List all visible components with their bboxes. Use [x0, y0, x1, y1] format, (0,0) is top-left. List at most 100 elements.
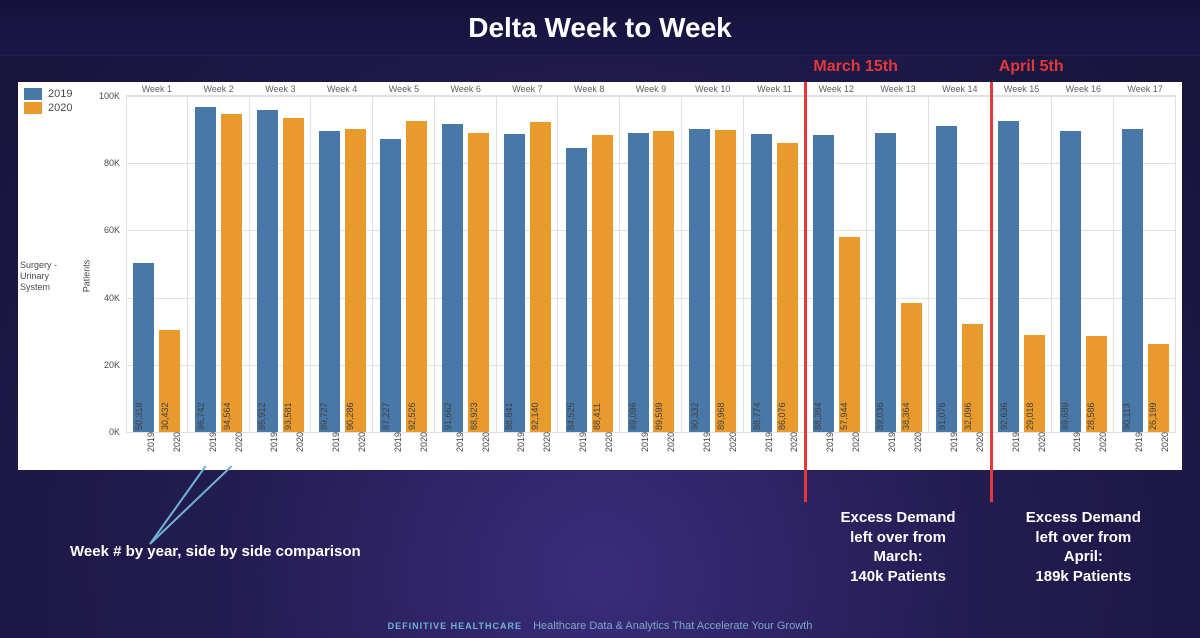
bar-2020: 29,018 — [1024, 335, 1045, 433]
ytick-label: 60K — [104, 225, 120, 235]
xaxis-cat-2019: 2019 — [947, 432, 959, 452]
week-column: Week 788,84192,14020192020 — [497, 96, 559, 432]
bar-value-label: 92,140 — [530, 402, 540, 430]
bar-2020: 88,411 — [592, 135, 613, 432]
anno-march-l1: Excess Demand — [841, 509, 956, 526]
date-label-march: March 15th — [813, 58, 897, 76]
legend-label-2019: 2019 — [48, 88, 72, 100]
bar-2020: 94,564 — [221, 114, 242, 432]
xaxis-cat-2020: 2020 — [849, 432, 861, 452]
bar-value-label: 95,912 — [257, 402, 267, 430]
xaxis-cat-2019: 2019 — [391, 432, 403, 452]
week-column: Week 587,22792,52620192020 — [373, 96, 435, 432]
bar-2020: 89,599 — [653, 131, 674, 432]
bar-2019: 89,727 — [319, 131, 340, 432]
bar-2020: 30,432 — [159, 330, 180, 432]
bar-value-label: 89,096 — [628, 402, 638, 430]
bar-2019: 88,841 — [504, 134, 525, 433]
title-bar: Delta Week to Week — [0, 0, 1200, 56]
anno-april-l2: left over from — [1035, 529, 1131, 546]
xaxis-cat-2019: 2019 — [514, 432, 526, 452]
bar-value-label: 57,944 — [839, 402, 849, 430]
week-header: Week 1 — [126, 82, 188, 96]
bar-2020: 32,096 — [962, 324, 983, 432]
yaxis-left-title-l2: Urinary — [20, 271, 49, 281]
vertical-marker-april — [990, 82, 993, 502]
bar-2019: 88,384 — [813, 135, 834, 432]
xaxis-cat-2020: 2020 — [479, 432, 491, 452]
xaxis-cat-2020: 2020 — [355, 432, 367, 452]
xaxis-cat-2020: 2020 — [787, 432, 799, 452]
bar-2020: 93,581 — [283, 118, 304, 432]
bar-2020: 89,968 — [715, 130, 736, 432]
week-header: Week 2 — [188, 82, 250, 96]
ytick-label: 0K — [109, 427, 120, 437]
bar-2019: 88,774 — [751, 134, 772, 432]
week-column: Week 1592,63629,01820192020 — [991, 96, 1053, 432]
bar-2019: 84,525 — [566, 148, 587, 432]
week-column: Week 150,31830,43220192020 — [126, 96, 188, 432]
week-header: Week 17 — [1114, 82, 1176, 96]
xaxis-cat-2020: 2020 — [1035, 432, 1047, 452]
anno-april-l3: April: — [1064, 548, 1103, 565]
bar-value-label: 91,662 — [443, 402, 453, 430]
bar-2020: 38,364 — [901, 303, 922, 432]
legend-item-2019: 2019 — [24, 88, 72, 100]
date-label-april: April 5th — [999, 58, 1064, 76]
legend: 2019 2020 — [24, 88, 72, 116]
bar-value-label: 28,586 — [1086, 402, 1096, 430]
week-column: Week 884,52588,41120192020 — [558, 96, 620, 432]
xaxis-cat-2019: 2019 — [1070, 432, 1082, 452]
plot-area: 0K20K40K60K80K100KWeek 150,31830,4322019… — [126, 96, 1176, 432]
xaxis-cat-2019: 2019 — [329, 432, 341, 452]
xaxis-cat-2020: 2020 — [232, 432, 244, 452]
bar-value-label: 88,841 — [504, 402, 514, 430]
week-column: Week 1288,38457,94420192020 — [805, 96, 867, 432]
bar-value-label: 91,076 — [937, 402, 947, 430]
bar-2019: 90,113 — [1122, 129, 1143, 432]
week-column: Week 989,09689,59920192020 — [620, 96, 682, 432]
bar-value-label: 89,727 — [319, 402, 329, 430]
bar-2019: 91,662 — [442, 124, 463, 432]
bar-value-label: 89,689 — [1060, 402, 1070, 430]
bar-2020: 88,923 — [468, 133, 489, 432]
xaxis-cat-2020: 2020 — [540, 432, 552, 452]
week-header: Week 3 — [250, 82, 312, 96]
chart-area: 2019 2020 Surgery - Urinary System Patie… — [18, 82, 1182, 470]
annotation-march: Excess Demand left over from March: 140k… — [805, 508, 990, 586]
bar-2019: 89,689 — [1060, 131, 1081, 432]
xaxis-cat-2019: 2019 — [638, 432, 650, 452]
week-header: Week 13 — [867, 82, 929, 96]
week-header: Week 15 — [991, 82, 1053, 96]
xaxis-cat-2020: 2020 — [1158, 432, 1170, 452]
bar-value-label: 26,199 — [1148, 402, 1158, 430]
week-header: Week 7 — [497, 82, 559, 96]
bar-2019: 95,912 — [257, 110, 278, 432]
bar-value-label: 93,581 — [283, 402, 293, 430]
bar-value-label: 94,564 — [222, 402, 232, 430]
bar-value-label: 88,411 — [592, 403, 602, 430]
bar-2019: 90,332 — [689, 129, 710, 433]
xaxis-cat-2020: 2020 — [170, 432, 182, 452]
bar-2020: 92,140 — [530, 122, 551, 432]
week-column: Week 1188,77486,07620192020 — [744, 96, 806, 432]
bar-value-label: 90,286 — [345, 402, 355, 430]
xaxis-cat-2020: 2020 — [293, 432, 305, 452]
week-header: Week 9 — [620, 82, 682, 96]
yaxis-left-title: Surgery - Urinary System — [20, 260, 68, 292]
xaxis-cat-2019: 2019 — [453, 432, 465, 452]
xaxis-cat-2019: 2019 — [267, 432, 279, 452]
week-column: Week 691,66288,92320192020 — [435, 96, 497, 432]
week-header: Week 4 — [311, 82, 373, 96]
ytick-label: 20K — [104, 360, 120, 370]
bar-value-label: 30,432 — [160, 402, 170, 430]
bar-value-label: 92,636 — [999, 402, 1009, 430]
legend-item-2020: 2020 — [24, 102, 72, 114]
slide: Delta Week to Week March 15th April 5th … — [0, 0, 1200, 638]
bar-2020: 57,944 — [839, 237, 860, 432]
bar-2019: 96,742 — [195, 107, 216, 432]
week-header: Week 14 — [929, 82, 991, 96]
bar-2020: 86,076 — [777, 143, 798, 432]
xaxis-cat-2019: 2019 — [885, 432, 897, 452]
xaxis-cat-2019: 2019 — [762, 432, 774, 452]
